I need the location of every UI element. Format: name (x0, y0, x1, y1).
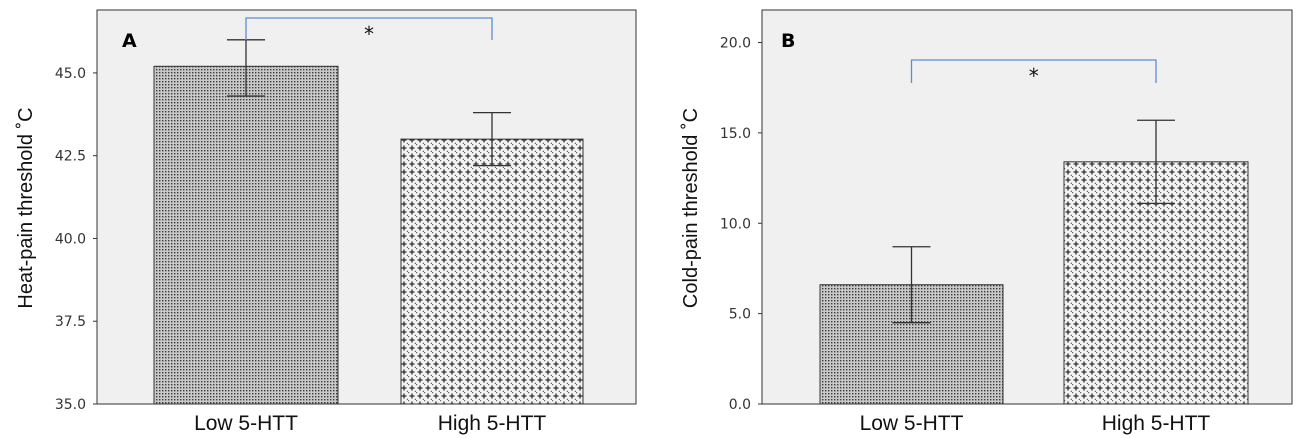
y-tick-label: 42.5 (55, 149, 86, 165)
y-tick-label: 15.0 (720, 126, 751, 142)
panel-label: A (122, 30, 137, 52)
y-tick-label: 0.0 (729, 397, 751, 413)
significance-bracket (245, 17, 493, 40)
y-tick-label: 5.0 (729, 307, 751, 323)
significance-marker: * (1029, 64, 1039, 88)
category-label: High 5-HTT (438, 412, 547, 435)
chart-panel-b: 0.0 5.0 10.0 15.0 20.0 Cold-pain threshold ˚C… (680, 9, 1293, 435)
panel-label: B (781, 30, 795, 52)
y-tick-label: 35.0 (55, 397, 86, 413)
y-tick-label: 20.0 (720, 36, 751, 52)
chart-panel-a: 35.0 37.5 40.0 42.5 45.0 Heat-pain threshold … (15, 9, 637, 435)
y-tick-label: 45.0 (55, 66, 86, 82)
y-axis-label: Heat-pain threshold ˚C (15, 107, 37, 308)
y-tick-label: 40.0 (55, 231, 86, 247)
y-tick-label: 37.5 (55, 314, 86, 330)
category-label: High 5-HTT (1102, 412, 1211, 435)
significance-bracket (910, 59, 1157, 83)
y-axis-label: Cold-pain threshold ˚C (680, 108, 702, 308)
category-label: Low 5-HTT (194, 412, 298, 435)
bar-low (153, 65, 339, 405)
category-label: Low 5-HTT (860, 412, 964, 435)
bar-high (400, 138, 584, 405)
y-tick-label: 10.0 (720, 216, 751, 232)
significance-marker: * (364, 22, 374, 46)
